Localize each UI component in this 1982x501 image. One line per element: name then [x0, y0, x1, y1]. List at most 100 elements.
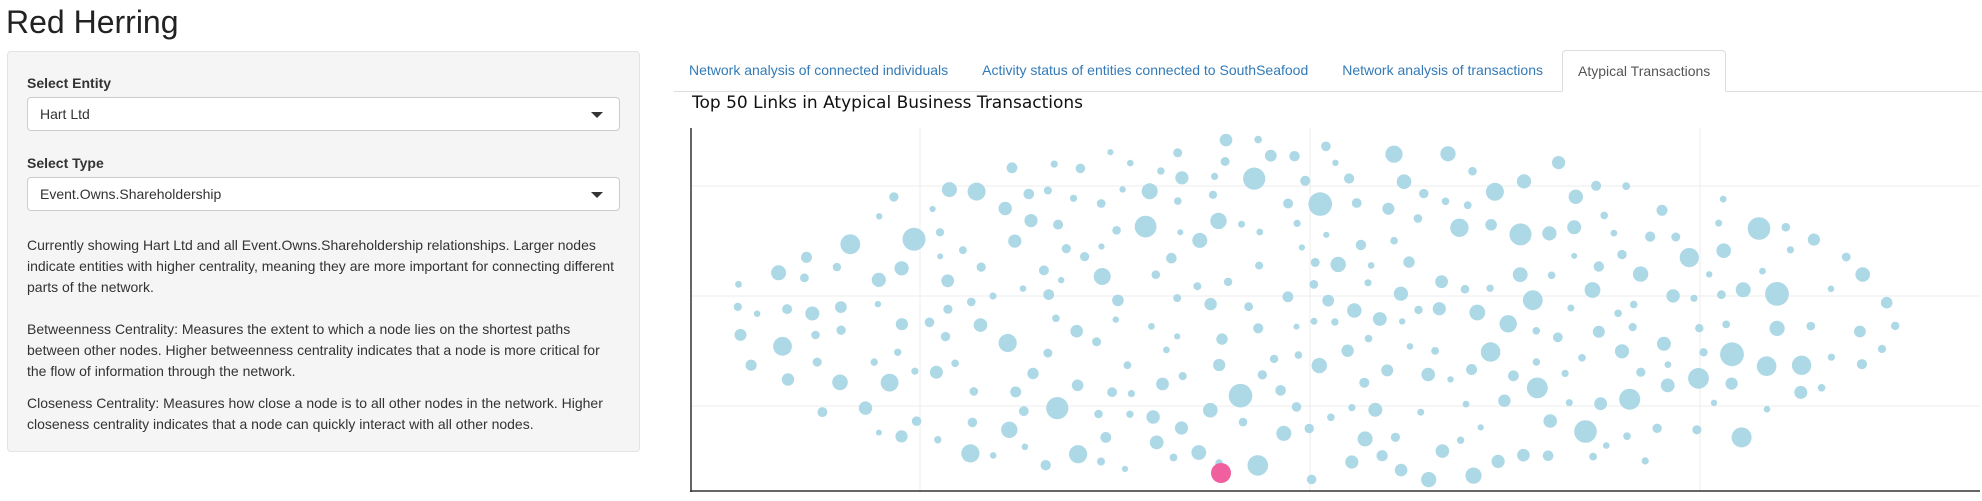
network-node[interactable] — [1542, 226, 1557, 241]
network-node[interactable] — [1417, 408, 1425, 416]
network-node[interactable] — [1134, 215, 1157, 238]
network-node[interactable] — [1043, 186, 1052, 195]
network-node[interactable] — [1344, 173, 1355, 184]
network-node[interactable] — [940, 331, 951, 342]
network-node[interactable] — [1854, 325, 1866, 338]
network-node[interactable] — [1332, 159, 1339, 166]
network-node[interactable] — [1107, 149, 1114, 156]
network-node[interactable] — [1157, 167, 1165, 175]
network-node[interactable] — [1414, 305, 1423, 315]
network-node[interactable] — [1450, 218, 1469, 237]
network-node[interactable] — [1856, 359, 1867, 370]
network-node[interactable] — [1781, 222, 1791, 232]
network-node[interactable] — [1421, 367, 1435, 382]
network-node[interactable] — [1345, 455, 1359, 469]
network-node[interactable] — [1216, 333, 1228, 345]
network-node[interactable] — [1552, 156, 1566, 170]
network-node[interactable] — [1432, 302, 1446, 316]
network-node[interactable] — [935, 228, 945, 237]
network-node[interactable] — [1477, 424, 1484, 431]
network-node[interactable] — [1001, 421, 1018, 438]
network-node[interactable] — [1769, 320, 1785, 336]
network-node[interactable] — [1516, 174, 1532, 189]
network-node[interactable] — [1151, 270, 1161, 279]
network-node[interactable] — [1247, 455, 1269, 476]
network-node[interactable] — [1254, 135, 1262, 144]
network-node[interactable] — [1719, 195, 1727, 203]
network-node[interactable] — [1688, 367, 1709, 389]
network-node[interactable] — [1163, 346, 1170, 354]
network-node[interactable] — [1310, 257, 1320, 267]
network-node[interactable] — [1710, 399, 1718, 406]
network-node[interactable] — [1347, 303, 1362, 318]
network-node[interactable] — [1547, 271, 1556, 280]
network-node[interactable] — [1584, 282, 1601, 298]
network-node[interactable] — [967, 182, 986, 201]
network-node[interactable] — [1522, 290, 1543, 311]
network-node[interactable] — [836, 325, 846, 335]
network-node[interactable] — [1330, 256, 1346, 273]
network-node[interactable] — [1359, 377, 1370, 388]
network-node[interactable] — [1763, 405, 1771, 413]
network-node[interactable] — [1574, 420, 1597, 443]
network-node[interactable] — [1192, 232, 1208, 248]
network-node[interactable] — [1603, 442, 1610, 449]
tab-connected-individuals[interactable]: Network analysis of connected individual… — [689, 62, 949, 78]
network-node[interactable] — [871, 272, 886, 287]
network-node[interactable] — [1203, 402, 1218, 418]
network-node[interactable] — [973, 318, 988, 332]
network-node[interactable] — [1166, 252, 1177, 264]
network-node[interactable] — [1075, 163, 1086, 174]
network-node[interactable] — [894, 261, 909, 276]
network-node[interactable] — [1100, 432, 1112, 443]
network-node[interactable] — [1715, 219, 1723, 227]
network-node[interactable] — [1419, 188, 1429, 199]
network-node[interactable] — [1018, 406, 1029, 417]
network-node[interactable] — [1244, 302, 1253, 312]
network-node[interactable] — [1043, 289, 1055, 300]
network-node[interactable] — [1141, 183, 1158, 200]
tab-transactions[interactable]: Network analysis of transactions — [1342, 62, 1543, 78]
network-node[interactable] — [781, 373, 795, 386]
network-node[interactable] — [870, 358, 878, 366]
network-node[interactable] — [805, 306, 820, 321]
network-node[interactable] — [1058, 276, 1065, 284]
network-node[interactable] — [989, 452, 997, 459]
network-node[interactable] — [1460, 284, 1470, 294]
network-node[interactable] — [1435, 275, 1448, 289]
network-node[interactable] — [1435, 444, 1450, 458]
network-node[interactable] — [1364, 279, 1372, 287]
network-node[interactable] — [733, 302, 742, 311]
tab-atypical-transactions[interactable]: Atypical Transactions — [1562, 50, 1727, 92]
network-node[interactable] — [1568, 189, 1583, 204]
network-node[interactable] — [1283, 198, 1294, 209]
network-node[interactable] — [1275, 385, 1286, 396]
network-node[interactable] — [1381, 364, 1394, 377]
network-node[interactable] — [1208, 190, 1218, 199]
network-node[interactable] — [1289, 151, 1300, 162]
network-node[interactable] — [735, 280, 742, 288]
network-node[interactable] — [1877, 344, 1887, 354]
network-node[interactable] — [1323, 231, 1330, 238]
network-node[interactable] — [967, 297, 976, 307]
network-node[interactable] — [1532, 358, 1541, 366]
network-node[interactable] — [1174, 333, 1181, 340]
network-node[interactable] — [1725, 377, 1738, 390]
network-node[interactable] — [1098, 243, 1105, 250]
network-node[interactable] — [1331, 318, 1339, 326]
network-node[interactable] — [1508, 370, 1519, 382]
network-node[interactable] — [1368, 402, 1383, 417]
network-node[interactable] — [874, 300, 882, 308]
network-node[interactable] — [1578, 354, 1586, 362]
network-node[interactable] — [1699, 348, 1708, 357]
network-node[interactable] — [1706, 271, 1713, 278]
network-node[interactable] — [801, 251, 812, 263]
network-node[interactable] — [1720, 342, 1744, 367]
network-node[interactable] — [1806, 321, 1816, 331]
network-node[interactable] — [1040, 460, 1051, 471]
network-node[interactable] — [1364, 334, 1373, 343]
network-node[interactable] — [1532, 327, 1541, 335]
network-node[interactable] — [1127, 159, 1134, 167]
network-node[interactable] — [876, 213, 883, 220]
network-node[interactable] — [1293, 219, 1301, 227]
